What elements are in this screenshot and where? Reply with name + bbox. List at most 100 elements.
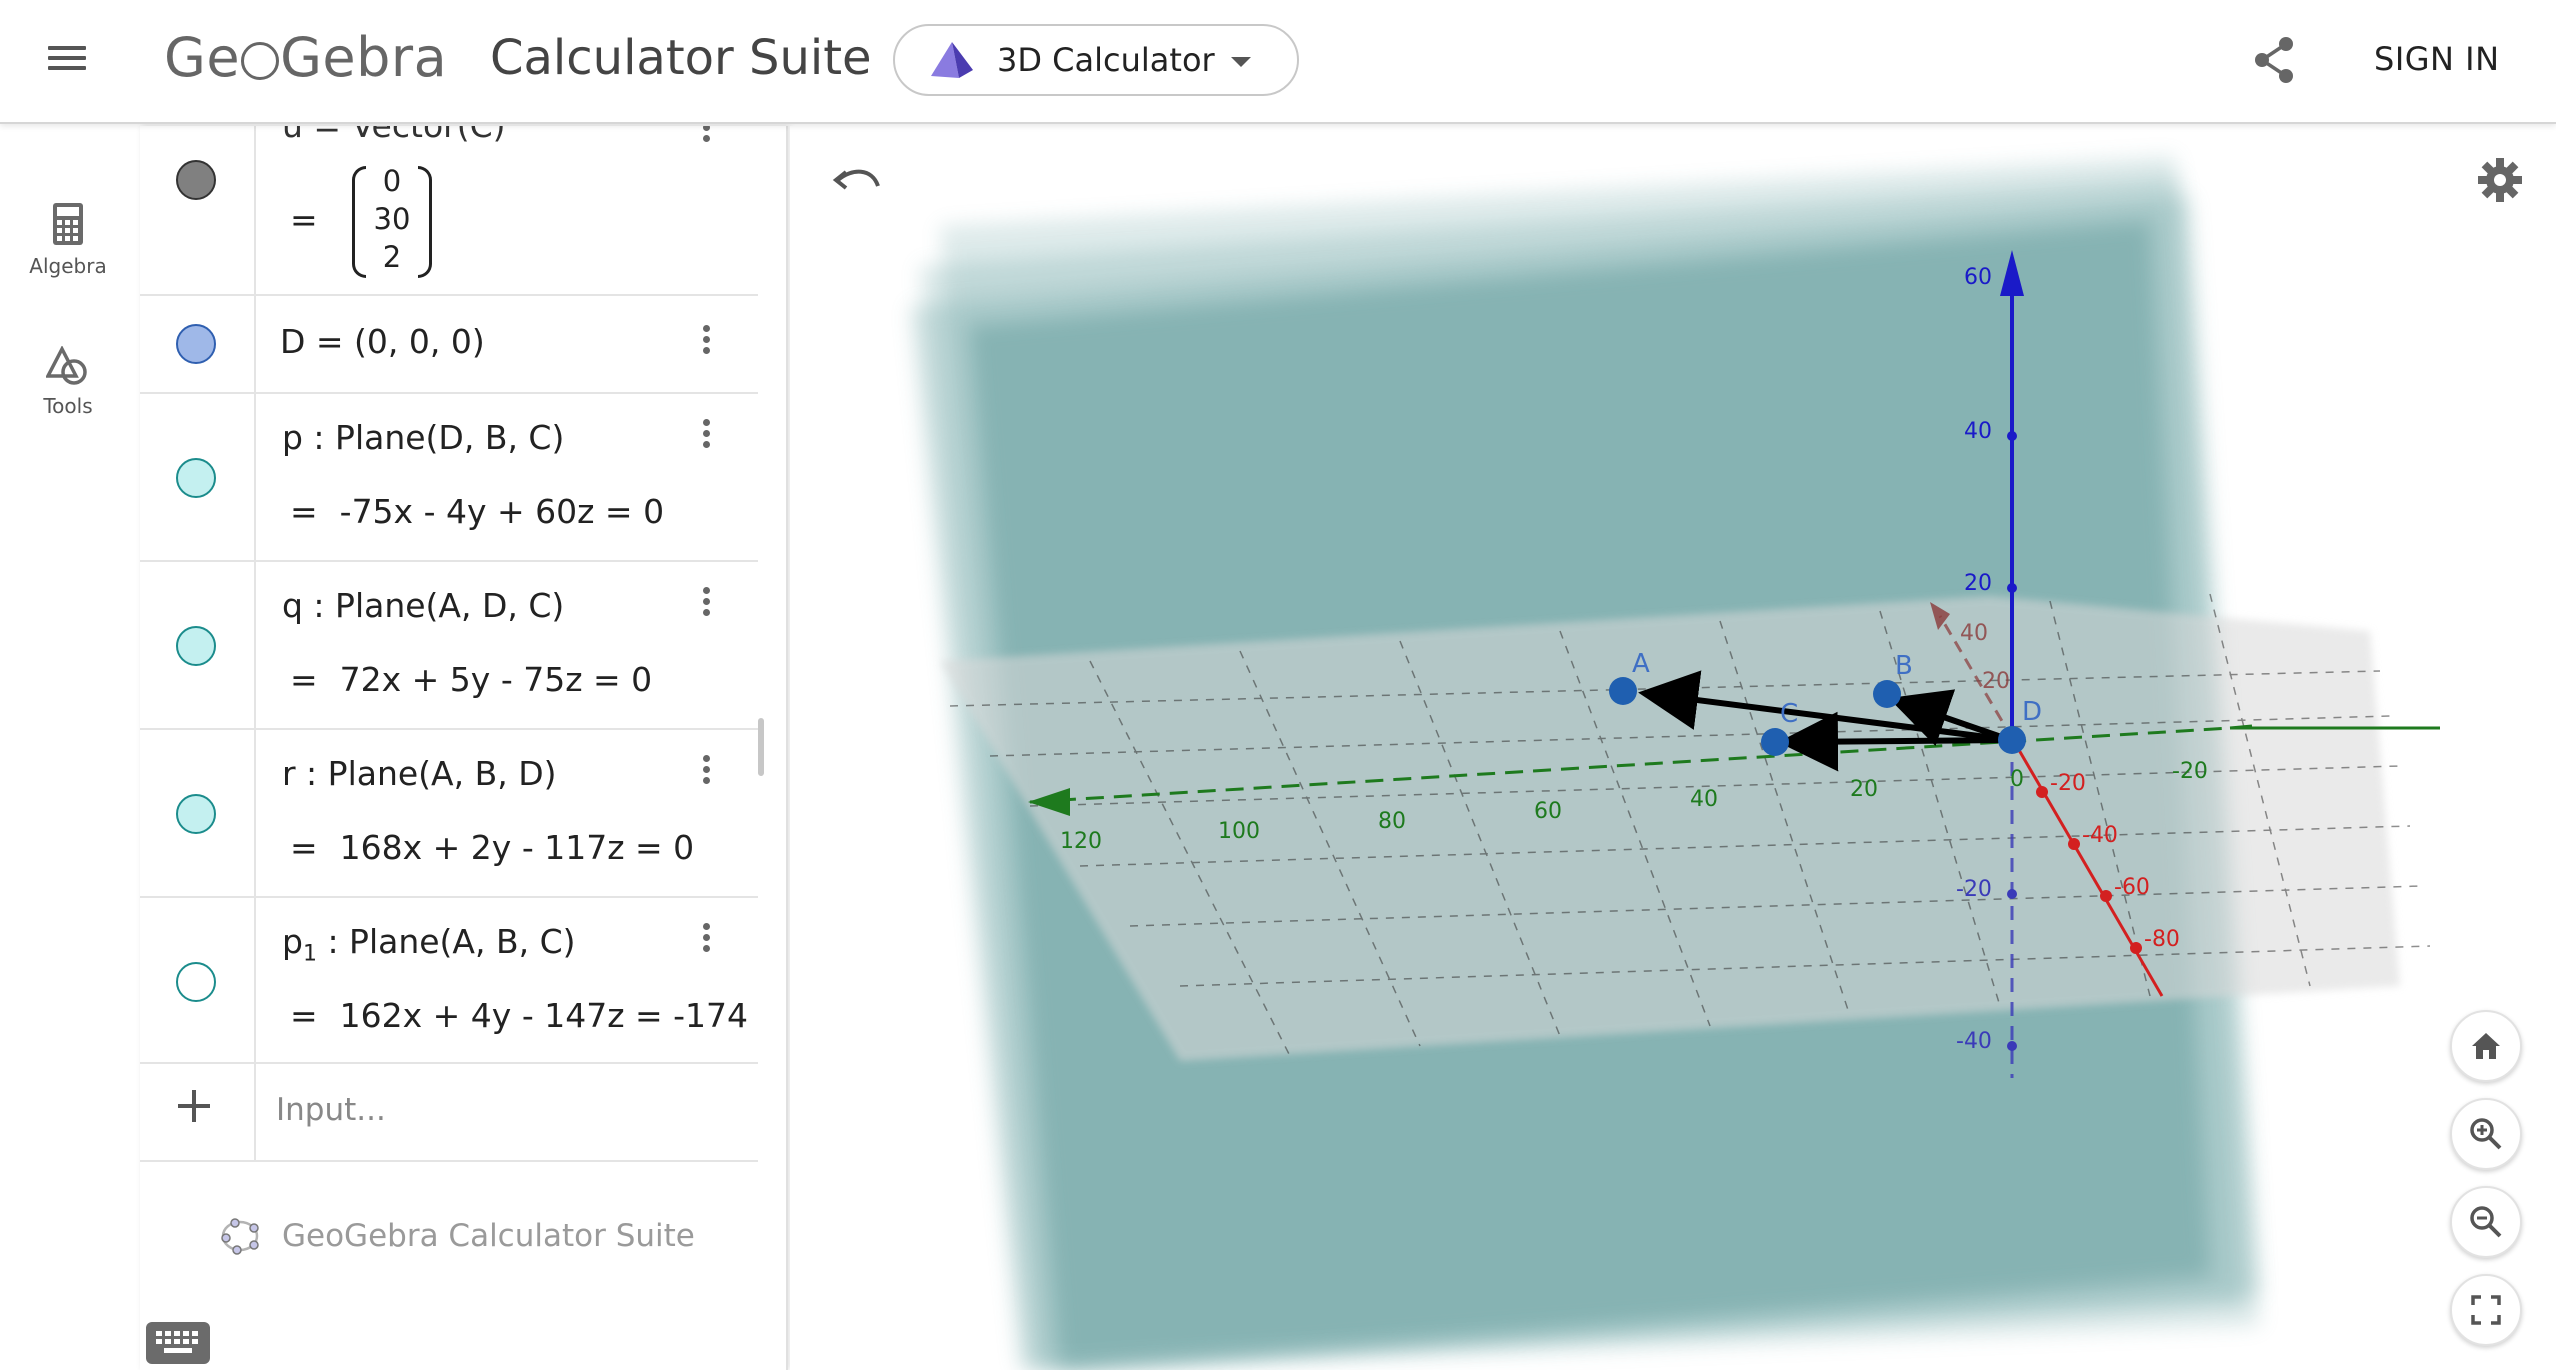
app-selector-label: 3D Calculator (997, 41, 1215, 79)
vector-x: 0 (382, 164, 402, 198)
algebra-row-point-d[interactable]: D = (0, 0, 0) (140, 296, 758, 394)
row-output: = -75x - 4y + 60z = 0 (290, 492, 664, 531)
tools-shapes-icon (46, 346, 87, 385)
equals-sign: = (290, 828, 318, 867)
y-tick: 0 (2010, 767, 2024, 792)
zoom-in-icon (2470, 1118, 2502, 1150)
marble-column (140, 730, 256, 896)
logo-o-icon (241, 42, 280, 80)
plane-equation: 162x + 4y - 147z = -174 (339, 996, 749, 1035)
more-options-icon[interactable] (698, 126, 714, 154)
row-output-equals: = (290, 200, 318, 239)
rail-item-algebra[interactable]: Algebra (0, 202, 136, 278)
vector-to-b (1888, 689, 2011, 747)
suite-title: Calculator Suite (490, 30, 872, 86)
footer-brand-text: GeoGebra Calculator Suite (282, 1218, 695, 1254)
y-tick: 20 (1850, 777, 1878, 802)
more-options-icon[interactable] (698, 584, 714, 628)
undo-icon[interactable] (832, 160, 884, 200)
vectors (1638, 670, 2011, 772)
algebra-input-row[interactable]: Input... (140, 1064, 758, 1162)
zoom-out-icon (2470, 1206, 2502, 1238)
marble-column (140, 126, 256, 294)
point-b[interactable] (1873, 680, 1901, 708)
visibility-toggle-d[interactable] (176, 324, 216, 364)
z-tick: 20 (1964, 571, 1992, 596)
zoom-in-button[interactable] (2450, 1098, 2522, 1170)
fullscreen-icon (2471, 1295, 2501, 1325)
vector-z: 2 (382, 240, 402, 274)
z-tick: -40 (1956, 1029, 1992, 1054)
y-axis (1028, 724, 2440, 816)
def-subscript: 1 (302, 941, 317, 967)
more-options-icon[interactable] (698, 920, 714, 964)
plus-icon[interactable] (176, 1088, 212, 1124)
home-icon (2472, 1033, 2500, 1059)
x-tick-labels: -20 -40 -60 -80 40 20 (1960, 621, 2180, 952)
x-tick: -20 (2050, 771, 2086, 796)
y-tick: 100 (1218, 819, 1260, 844)
y-tick: 40 (1690, 787, 1718, 812)
row-output: = 72x + 5y - 75z = 0 (290, 660, 652, 699)
fullscreen-button[interactable] (2450, 1274, 2522, 1346)
def-name: p (282, 922, 303, 961)
geogebra-logo-icon (221, 1218, 259, 1255)
keyboard-icon[interactable] (146, 1322, 210, 1364)
rail-item-tools[interactable]: Tools (0, 346, 136, 418)
more-options-icon[interactable] (698, 322, 714, 366)
share-icon[interactable] (2252, 36, 2298, 84)
geogebra-logo[interactable]: Ge Gebra (164, 26, 447, 89)
point-d[interactable] (1998, 726, 2026, 754)
algebra-input-field[interactable]: Input... (276, 1092, 386, 1128)
xy-grid-plane (940, 593, 2431, 1061)
settings-gear-icon[interactable] (2476, 156, 2524, 204)
visibility-toggle-u[interactable] (176, 160, 216, 200)
plane-equation: 168x + 2y - 117z = 0 (339, 828, 695, 867)
algebra-view: u = Vector(C) = 0 30 2 D = (0, 0, 0) p :… (140, 126, 788, 1370)
hamburger-menu-icon[interactable] (44, 40, 92, 84)
algebra-row-plane-p1[interactable]: p1 : Plane(A, B, C) = 162x + 4y - 147z = … (140, 898, 758, 1064)
3d-scene[interactable]: A B C D 60 40 20 -20 -40 120 100 80 60 4… (790, 126, 2556, 1370)
home-view-button[interactable] (2450, 1010, 2522, 1082)
vector-to-c (1778, 711, 2011, 772)
keyboard-keys (156, 1331, 198, 1353)
x-tick: -60 (2114, 875, 2150, 900)
def-command: : Plane(A, B, C) (316, 922, 576, 961)
algebra-row-plane-r[interactable]: r : Plane(A, B, D) = 168x + 2y - 117z = 0 (140, 730, 758, 898)
more-options-icon[interactable] (698, 752, 714, 796)
zoom-out-button[interactable] (2450, 1186, 2522, 1258)
row-definition: D = (0, 0, 0) (280, 322, 485, 361)
app-selector-dropdown[interactable]: 3D Calculator (893, 24, 1299, 96)
y-tick: 80 (1378, 809, 1406, 834)
more-options-icon[interactable] (698, 416, 714, 460)
visibility-toggle-p[interactable] (176, 458, 216, 498)
top-header: Ge Gebra Calculator Suite 3D Calculator S… (0, 0, 2556, 124)
y-tick: -20 (2172, 759, 2208, 784)
equals-sign: = (290, 492, 318, 531)
plane-equation: 72x + 5y - 75z = 0 (339, 660, 653, 699)
vector-y: 30 (373, 202, 411, 236)
algebra-row-vector-u[interactable]: u = Vector(C) = 0 30 2 (140, 126, 758, 296)
point-label-d: D (2022, 697, 2042, 727)
algebra-row-plane-q[interactable]: q : Plane(A, D, C) = 72x + 5y - 75z = 0 (140, 562, 758, 730)
graphics-3d-view[interactable]: A B C D 60 40 20 -20 -40 120 100 80 60 4… (790, 126, 2556, 1370)
x-tick: -40 (2082, 823, 2118, 848)
visibility-toggle-r[interactable] (176, 794, 216, 834)
vector-output: 0 30 2 (352, 164, 432, 278)
points: A B C D (1609, 649, 2042, 756)
point-c[interactable] (1761, 728, 1789, 756)
logo-text-start: Ge (164, 26, 241, 89)
scrollbar-thumb[interactable] (758, 718, 764, 776)
visibility-toggle-p1[interactable] (176, 962, 216, 1002)
y-tick: 120 (1060, 829, 1102, 854)
sign-in-button[interactable]: SIGN IN (2374, 40, 2500, 78)
marble-column (140, 394, 256, 560)
row-definition: p : Plane(D, B, C) (282, 418, 565, 457)
point-label-b: B (1895, 651, 1913, 681)
z-axis (2000, 250, 2024, 1078)
visibility-toggle-q[interactable] (176, 626, 216, 666)
marble-column (140, 296, 256, 392)
algebra-row-plane-p[interactable]: p : Plane(D, B, C) = -75x - 4y + 60z = 0 (140, 394, 758, 562)
point-a[interactable] (1609, 677, 1637, 705)
row-definition: u = Vector(C) (282, 126, 506, 145)
